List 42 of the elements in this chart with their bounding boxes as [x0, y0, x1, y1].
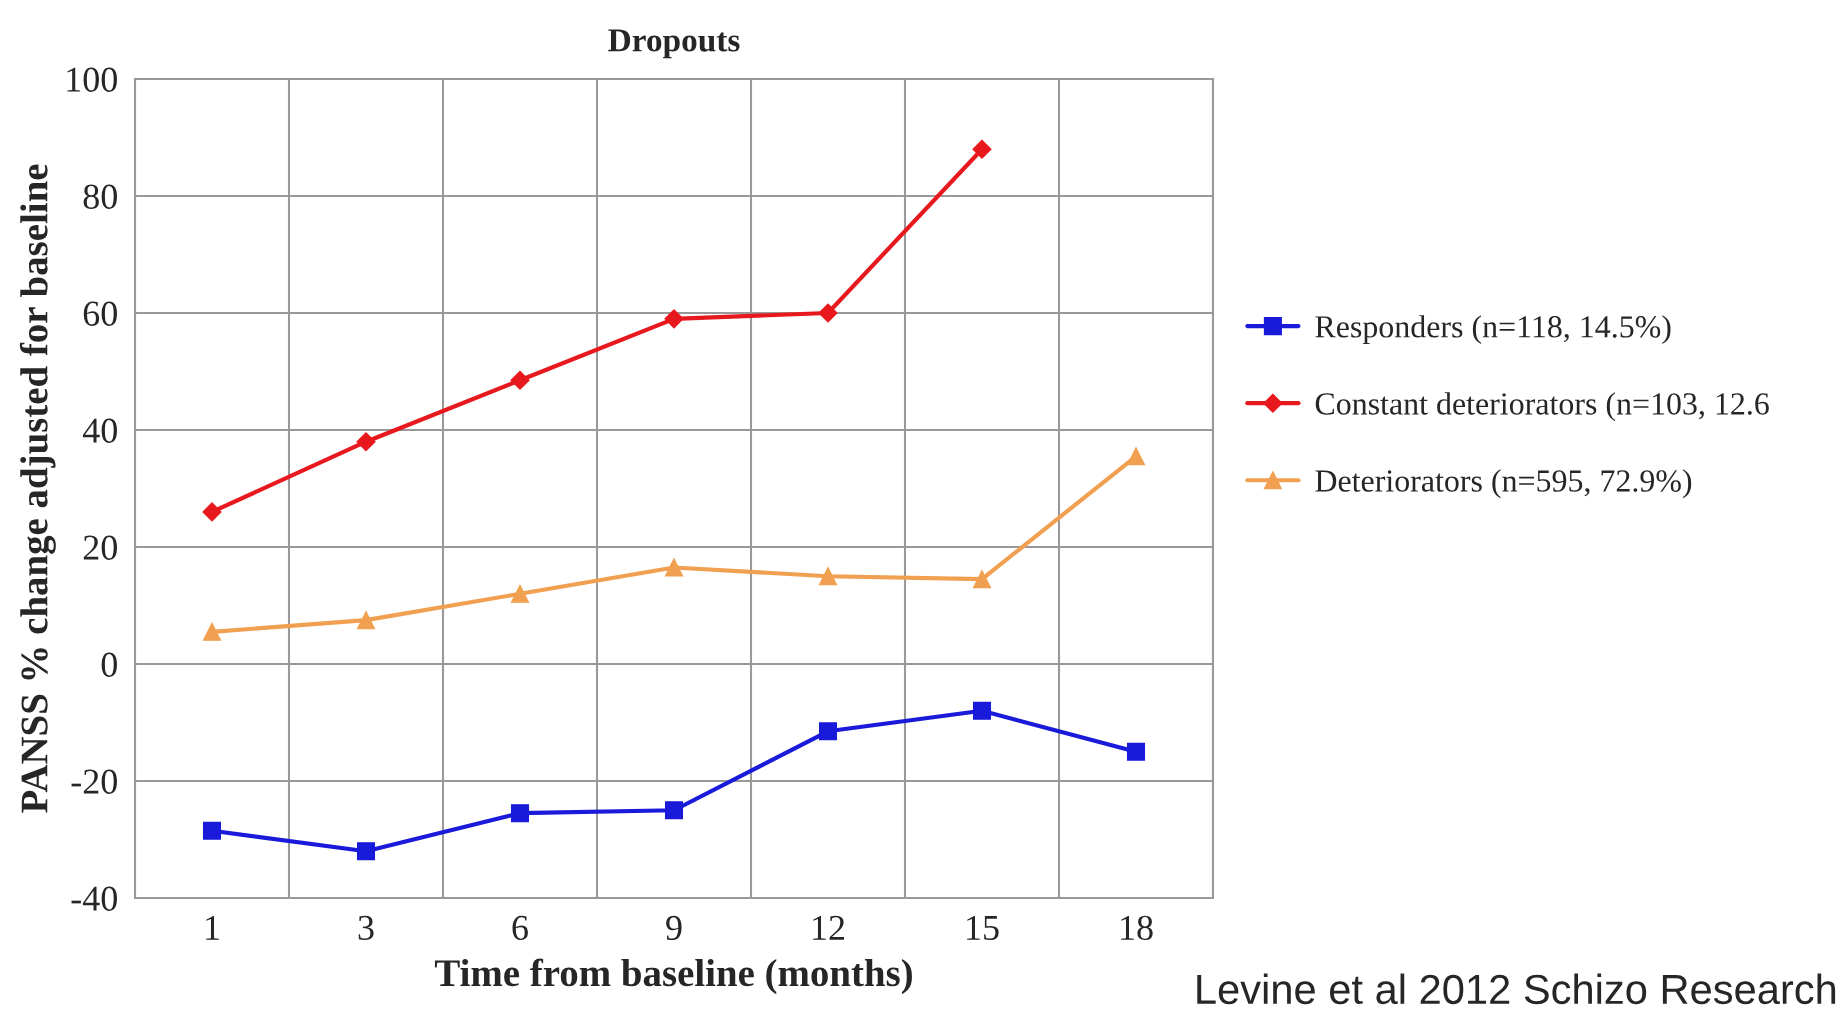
point: [972, 139, 992, 159]
y-tick-label: 0: [101, 652, 117, 677]
legend-label: Deteriorators (n=595, 72.9%): [1315, 469, 1692, 499]
point: [510, 584, 530, 603]
y-tick-label: 80: [83, 184, 117, 209]
text: Levine et al 2012 Schizo Research: [1197, 973, 1836, 1005]
x-tick-label: 9: [666, 915, 682, 941]
y-tick-label: -40: [71, 886, 117, 911]
y-tick-label: 40: [82, 418, 117, 443]
point: [202, 502, 222, 522]
x-tick-label: 3: [358, 915, 374, 941]
x-tick-label: 12: [813, 915, 845, 940]
y-axis-title: PANSS % change adjusted for baseline: [19, 164, 56, 813]
x-tick-label: 18: [1121, 915, 1153, 941]
point: [510, 804, 530, 823]
point: [818, 303, 838, 323]
legend-label: Responders (n=118, 14.5%): [1315, 315, 1671, 345]
point: [1126, 447, 1146, 466]
point: [510, 370, 530, 390]
legend-label: Constant deteriorators (n=103, 12.6: [1315, 392, 1769, 422]
point: [664, 309, 684, 329]
y-tick-label: 100: [67, 67, 117, 92]
x-tick-label: 6: [512, 915, 528, 941]
point: [202, 622, 222, 641]
chart-title: Dropouts: [608, 29, 740, 59]
x-tick-label: 15: [967, 915, 999, 941]
y-tick-label: 20: [83, 535, 117, 560]
point: [664, 558, 684, 577]
x-tick-label: 1: [206, 915, 219, 940]
point: [202, 821, 222, 840]
point: [356, 842, 376, 861]
point: [356, 611, 376, 630]
x-axis-title: Time from baseline (months): [434, 958, 912, 995]
point: [818, 722, 838, 741]
point: [356, 432, 376, 452]
point: [664, 801, 684, 820]
point: [972, 701, 992, 720]
y-tick-label: 60: [83, 301, 117, 326]
point: [1126, 742, 1146, 761]
point: [972, 570, 992, 589]
y-tick-label: -20: [71, 769, 117, 794]
point: [818, 567, 838, 586]
